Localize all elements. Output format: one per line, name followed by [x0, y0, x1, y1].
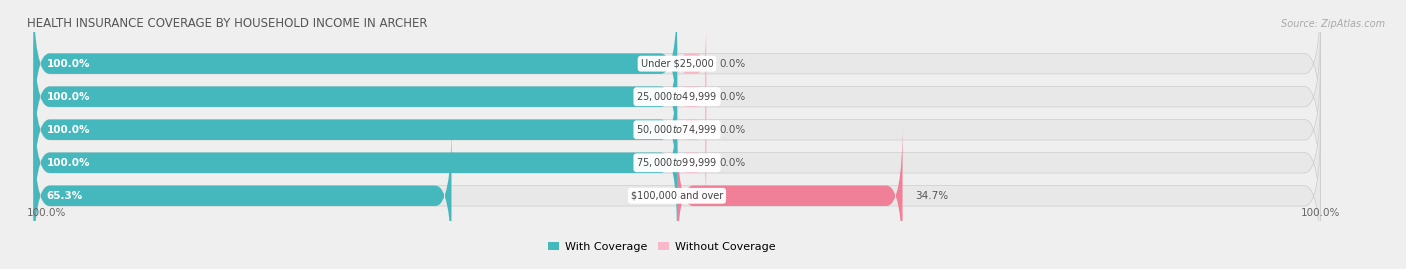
Text: HEALTH INSURANCE COVERAGE BY HOUSEHOLD INCOME IN ARCHER: HEALTH INSURANCE COVERAGE BY HOUSEHOLD I… — [27, 17, 427, 30]
Text: 100.0%: 100.0% — [46, 125, 90, 135]
FancyBboxPatch shape — [34, 57, 678, 202]
Text: 0.0%: 0.0% — [720, 59, 745, 69]
FancyBboxPatch shape — [34, 123, 1320, 268]
Text: 100.0%: 100.0% — [27, 208, 66, 218]
FancyBboxPatch shape — [34, 24, 678, 169]
Text: 65.3%: 65.3% — [46, 191, 83, 201]
Text: 0.0%: 0.0% — [720, 92, 745, 102]
Text: $50,000 to $74,999: $50,000 to $74,999 — [637, 123, 717, 136]
FancyBboxPatch shape — [34, 57, 1320, 202]
FancyBboxPatch shape — [34, 90, 678, 235]
FancyBboxPatch shape — [34, 0, 1320, 136]
Legend: With Coverage, Without Coverage: With Coverage, Without Coverage — [544, 238, 780, 256]
Text: $25,000 to $49,999: $25,000 to $49,999 — [637, 90, 717, 103]
Text: Under $25,000: Under $25,000 — [641, 59, 713, 69]
FancyBboxPatch shape — [678, 90, 706, 169]
Text: 0.0%: 0.0% — [720, 125, 745, 135]
Text: 100.0%: 100.0% — [46, 92, 90, 102]
Text: 100.0%: 100.0% — [46, 59, 90, 69]
FancyBboxPatch shape — [34, 0, 678, 136]
Text: Source: ZipAtlas.com: Source: ZipAtlas.com — [1281, 19, 1385, 29]
FancyBboxPatch shape — [34, 123, 451, 268]
FancyBboxPatch shape — [678, 123, 706, 202]
FancyBboxPatch shape — [34, 90, 1320, 235]
FancyBboxPatch shape — [678, 57, 706, 136]
Text: 0.0%: 0.0% — [720, 158, 745, 168]
Text: $100,000 and over: $100,000 and over — [631, 191, 723, 201]
FancyBboxPatch shape — [678, 24, 706, 103]
Text: $75,000 to $99,999: $75,000 to $99,999 — [637, 156, 717, 169]
FancyBboxPatch shape — [678, 123, 903, 268]
Text: 100.0%: 100.0% — [46, 158, 90, 168]
Text: 100.0%: 100.0% — [1301, 208, 1340, 218]
Text: 34.7%: 34.7% — [915, 191, 949, 201]
FancyBboxPatch shape — [34, 24, 1320, 169]
